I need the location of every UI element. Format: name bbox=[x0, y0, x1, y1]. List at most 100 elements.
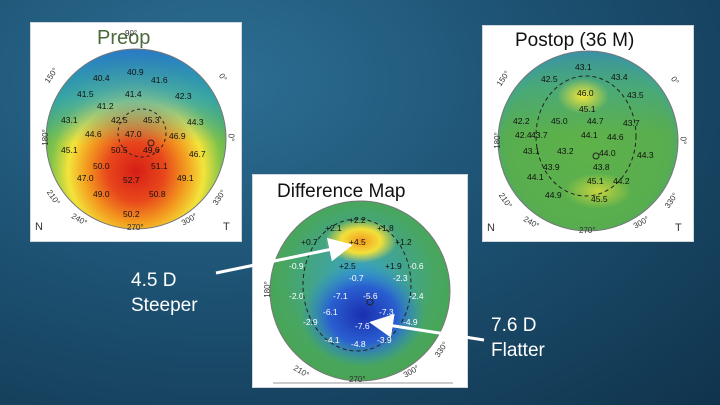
difference-value-label: -3.9 bbox=[377, 335, 392, 345]
postop-value-label: 43.8 bbox=[593, 162, 610, 172]
postop-value-label: 45.0 bbox=[551, 116, 568, 126]
preop-value-label: 44.6 bbox=[85, 129, 102, 139]
preop-value-label: 43.1 bbox=[61, 115, 78, 125]
postop-value-label: 43.7 bbox=[531, 130, 548, 140]
postop-value-label: 44.0 bbox=[599, 148, 616, 158]
preop-axis-degree-bottom: 270° bbox=[127, 223, 144, 232]
difference-value-label: -6.1 bbox=[323, 307, 338, 317]
preop-value-label: 41.2 bbox=[97, 101, 114, 111]
preop-value-label: 46.9 bbox=[169, 131, 186, 141]
flatter-callout: 7.6 D Flatter bbox=[491, 313, 545, 363]
difference-value-label: -7.6 bbox=[355, 321, 370, 331]
postop-nasal-label: N bbox=[487, 222, 495, 234]
steeper-value: 4.5 D bbox=[131, 270, 177, 291]
preop-map-panel: Preop N T 40.9 40.4 41.6 41.5 41.4 42.3 41.2 43… bbox=[30, 22, 242, 242]
preop-value-label: 41.6 bbox=[151, 75, 168, 85]
postop-value-label: 43.7 bbox=[623, 118, 640, 128]
postop-value-label: 42.5 bbox=[541, 74, 558, 84]
postop-value-label: 44.6 bbox=[607, 132, 624, 142]
steeper-arrow bbox=[215, 237, 353, 275]
postop-title: Postop (36 M) bbox=[515, 30, 635, 51]
postop-temporal-label: T bbox=[675, 222, 682, 234]
postop-map-panel: Postop (36 M) N T 43.1 42.5 43.4 46.0 43.5 42… bbox=[482, 25, 694, 242]
postop-value-label: 44.3 bbox=[637, 150, 654, 160]
postop-value-label: 44.1 bbox=[581, 130, 598, 140]
difference-map-panel: Difference Map +2.2 +2.1 +1.8 +0.7 +4.5 +1.2 -… bbox=[252, 174, 468, 388]
postop-value-label: 44.7 bbox=[587, 116, 604, 126]
postop-value-label: 44.2 bbox=[613, 176, 630, 186]
preop-value-label: 52.7 bbox=[123, 175, 140, 185]
postop-value-label: 43.2 bbox=[557, 146, 574, 156]
postop-axis-degree-bottom: 270° bbox=[579, 226, 596, 235]
difference-value-label: +1.9 bbox=[385, 261, 402, 271]
difference-value-label: -4.1 bbox=[325, 335, 340, 345]
difference-value-label: -0.9 bbox=[289, 261, 304, 271]
preop-value-label: 49.1 bbox=[177, 173, 194, 183]
postop-value-label: 45.1 bbox=[579, 104, 596, 114]
preop-title: Preop bbox=[97, 27, 151, 49]
preop-value-label: 50.0 bbox=[93, 161, 110, 171]
postop-value-label: 45.5 bbox=[591, 194, 608, 204]
difference-value-label: +0.7 bbox=[301, 237, 318, 247]
postop-value-label: 43.9 bbox=[543, 162, 560, 172]
difference-title: Difference Map bbox=[277, 181, 406, 202]
preop-axis-degree-top: 90° bbox=[125, 29, 138, 38]
difference-value-label: +4.5 bbox=[349, 237, 366, 247]
difference-value-label: -7.3 bbox=[379, 307, 394, 317]
preop-value-label: 45.3 bbox=[143, 115, 160, 125]
postop-value-label: 46.0 bbox=[577, 88, 594, 98]
preop-value-label: 45.1 bbox=[61, 145, 78, 155]
difference-axis-degree-bottom: 270° bbox=[349, 375, 366, 384]
postop-value-label: 44.1 bbox=[527, 172, 544, 182]
postop-value-label: 43.4 bbox=[611, 72, 628, 82]
difference-value-label: -0.6 bbox=[409, 261, 424, 271]
difference-value-label: -2.4 bbox=[409, 291, 424, 301]
postop-value-label: 43.1 bbox=[523, 146, 540, 156]
difference-value-label: -2.9 bbox=[303, 317, 318, 327]
preop-value-label: 51.1 bbox=[151, 161, 168, 171]
flatter-value: 7.6 D bbox=[491, 315, 537, 336]
difference-value-label: -4.8 bbox=[351, 339, 366, 349]
preop-value-label: 50.5 bbox=[111, 145, 128, 155]
difference-value-label: +2.1 bbox=[325, 223, 342, 233]
flatter-label: Flatter bbox=[491, 340, 545, 361]
difference-value-label: +1.8 bbox=[377, 223, 394, 233]
preop-temporal-label: T bbox=[223, 221, 230, 233]
preop-value-label: 41.5 bbox=[77, 89, 94, 99]
postop-value-label: 45.1 bbox=[587, 176, 604, 186]
preop-value-label: 47.0 bbox=[125, 129, 142, 139]
preop-value-label: 40.9 bbox=[127, 67, 144, 77]
postop-value-label: 44.9 bbox=[545, 190, 562, 200]
difference-value-label: +2.5 bbox=[339, 261, 356, 271]
preop-value-label: 42.5 bbox=[111, 115, 128, 125]
preop-value-label: 50.8 bbox=[149, 189, 166, 199]
preop-value-label: 42.3 bbox=[175, 91, 192, 101]
postop-value-label: 42.4 bbox=[515, 130, 532, 140]
difference-value-label: -5.6 bbox=[363, 291, 378, 301]
difference-value-label: +1.2 bbox=[395, 237, 412, 247]
difference-value-label: -4.9 bbox=[403, 317, 418, 327]
preop-value-label: 40.4 bbox=[93, 73, 110, 83]
preop-topography-map bbox=[45, 48, 227, 230]
difference-value-label: -2.3 bbox=[393, 273, 408, 283]
postop-value-label: 42.2 bbox=[513, 116, 530, 126]
preop-value-label: 47.0 bbox=[77, 173, 94, 183]
preop-value-label: 49.6 bbox=[143, 145, 160, 155]
preop-value-label: 41.4 bbox=[125, 89, 142, 99]
preop-value-label: 50.2 bbox=[123, 209, 140, 219]
preop-value-label: 44.3 bbox=[187, 117, 204, 127]
difference-value-label: -2.0 bbox=[289, 291, 304, 301]
preop-value-label: 49.0 bbox=[93, 189, 110, 199]
postop-value-label: 43.5 bbox=[627, 90, 644, 100]
postop-topography-map bbox=[497, 50, 679, 232]
steeper-callout: 4.5 D Steeper bbox=[131, 268, 198, 318]
difference-value-label: -7.1 bbox=[333, 291, 348, 301]
difference-value-label: -0.7 bbox=[349, 273, 364, 283]
preop-nasal-label: N bbox=[35, 221, 43, 233]
postop-value-label: 43.1 bbox=[575, 62, 592, 72]
flatter-arrow bbox=[369, 313, 485, 342]
difference-value-label: +2.2 bbox=[349, 215, 366, 225]
preop-value-label: 46.7 bbox=[189, 149, 206, 159]
steeper-label: Steeper bbox=[131, 295, 198, 316]
